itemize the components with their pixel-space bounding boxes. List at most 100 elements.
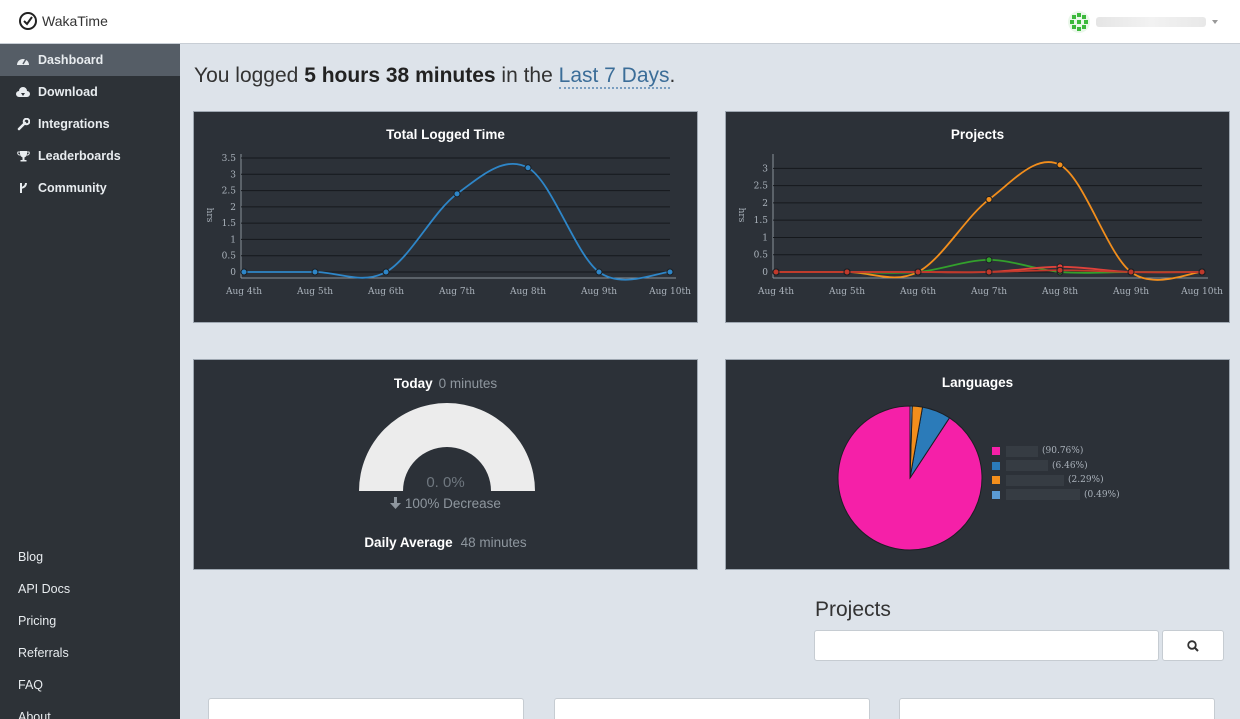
dashboard-icon [16, 53, 30, 67]
legend-swatch [992, 490, 1000, 499]
language-name-redacted [1006, 474, 1064, 486]
headline-suffix: . [669, 64, 676, 87]
brand[interactable]: WakaTime [18, 11, 108, 31]
projects-search-button[interactable] [1162, 630, 1224, 661]
data-point [595, 268, 603, 276]
legend-item: (0.49%) [992, 488, 1120, 503]
data-point [1127, 268, 1135, 276]
code-fork-icon [16, 181, 30, 195]
sidebar-item-integrations[interactable]: Integrations [0, 108, 180, 140]
y-tick-label: 1 [230, 235, 236, 245]
wakatime-logo-icon [19, 12, 37, 30]
arrow-down-icon [390, 497, 402, 509]
y-tick-label: 3.5 [222, 154, 237, 164]
brand-name: WakaTime [42, 13, 108, 29]
sidebar-item-community[interactable]: Community [0, 172, 180, 204]
data-point [1198, 268, 1206, 276]
sidebar-item-download[interactable]: Download [0, 76, 180, 108]
sidebar-link-blog[interactable]: Blog [18, 550, 44, 564]
sidebar-footer-links: Blog API Docs Pricing Referrals FAQ Abou… [0, 541, 70, 719]
cloud-download-icon [16, 85, 30, 99]
y-tick-label: 1 [762, 233, 768, 243]
projects-chart-panel: Projects 0 0.5 1 1.5 2 2.5 3 hrs Aug 4th Aug 5th A… [725, 111, 1230, 323]
headline-prefix: You logged [194, 64, 299, 87]
legend-swatch [992, 447, 1000, 456]
sidebar-item-label: Dashboard [38, 53, 104, 67]
languages-panel: Languages (90.76%) (6.46%) (2.29%) (0.49%) [725, 359, 1230, 570]
headline-middle: in the [501, 64, 553, 87]
sidebar-item-leaderboards[interactable]: Leaderboards [0, 140, 180, 172]
language-name-redacted [1006, 460, 1048, 472]
sidebar-link-api-docs[interactable]: API Docs [18, 582, 71, 596]
data-point [985, 256, 993, 264]
gauge-change-label: 100% Decrease [404, 496, 501, 511]
x-tick-label: Aug 4th [757, 287, 794, 297]
x-tick-label: Aug 5th [296, 287, 333, 297]
legend-item: (90.76%) [992, 444, 1120, 459]
today-panel: Today 0 minutes 0. 0% 100% Decrease Daily… [193, 359, 698, 570]
y-tick-label: 2 [762, 199, 768, 209]
today-label: Today [393, 376, 433, 391]
x-tick-label: Aug 7th [438, 287, 475, 297]
data-point [311, 268, 319, 276]
sidebar-item-dashboard[interactable]: Dashboard [0, 44, 180, 76]
wrench-icon [16, 117, 30, 131]
sidebar-item-label: Integrations [38, 117, 110, 131]
legend-percent: (90.76%) [1042, 446, 1084, 457]
y-tick-label: 0.5 [222, 252, 237, 262]
x-tick-label: Aug 7th [970, 287, 1007, 297]
projects-chart: 0 0.5 1 1.5 2 2.5 3 hrs Aug 4th Aug 5th Aug 6th Aug… [736, 154, 1223, 297]
languages-legend: (90.76%) (6.46%) (2.29%) (0.49%) [992, 444, 1120, 502]
x-tick-label: Aug 8th [1041, 287, 1078, 297]
y-tick-label: 2.5 [222, 187, 237, 197]
data-point [1056, 266, 1064, 274]
y-tick-label: 0.5 [754, 251, 769, 261]
caret-down-icon [1212, 20, 1218, 24]
data-point [985, 268, 993, 276]
data-point [843, 268, 851, 276]
x-tick-label: Aug 5th [828, 287, 865, 297]
data-point [914, 268, 922, 276]
panel-title: Projects [950, 127, 1005, 142]
user-name-redacted [1096, 17, 1206, 27]
x-tick-label: Aug 8th [509, 287, 546, 297]
sidebar-item-label: Community [38, 181, 107, 195]
page-headline: You logged 5 hours 38 minutes in the Las… [194, 64, 676, 89]
panel-title: Languages [941, 375, 1014, 390]
trophy-icon [16, 149, 30, 163]
data-point [1056, 161, 1064, 169]
sidebar-link-referrals[interactable]: Referrals [18, 646, 69, 660]
pie-slice [909, 405, 913, 479]
y-tick-label: 3 [230, 170, 236, 180]
language-name-redacted [1006, 445, 1038, 457]
today-row: Today 0 minutes [194, 376, 697, 391]
project-card[interactable] [554, 698, 870, 719]
sidebar-link-pricing[interactable]: Pricing [18, 614, 57, 628]
search-icon [1187, 639, 1199, 652]
data-point [985, 195, 993, 203]
x-tick-label: Aug 4th [225, 287, 262, 297]
x-tick-label: Aug 9th [580, 287, 617, 297]
project-card[interactable] [208, 698, 524, 719]
x-tick-label: Aug 6th [367, 287, 404, 297]
y-tick-label: 3 [762, 164, 768, 174]
projects-heading: Projects [815, 598, 891, 621]
y-tick-label: 2 [230, 203, 236, 213]
y-tick-label: 1.5 [222, 219, 237, 229]
today-gauge [359, 403, 535, 491]
sidebar: Dashboard Download Integrations Leaderbo… [0, 44, 180, 719]
legend-percent: (2.29%) [1068, 475, 1104, 486]
data-point [382, 268, 390, 276]
y-tick-label: 2.5 [754, 182, 769, 192]
legend-swatch [992, 476, 1000, 485]
data-point [772, 268, 780, 276]
date-range-selector[interactable]: Last 7 Days [558, 64, 670, 89]
sidebar-link-faq[interactable]: FAQ [18, 678, 44, 692]
project-card[interactable] [899, 698, 1215, 719]
sidebar-link-about[interactable]: About [18, 710, 51, 719]
avatar-icon [1068, 11, 1090, 33]
user-menu[interactable] [1068, 11, 1218, 33]
gauge-arc [359, 403, 535, 491]
languages-pie-chart [837, 405, 983, 551]
projects-search-input[interactable] [814, 630, 1159, 661]
